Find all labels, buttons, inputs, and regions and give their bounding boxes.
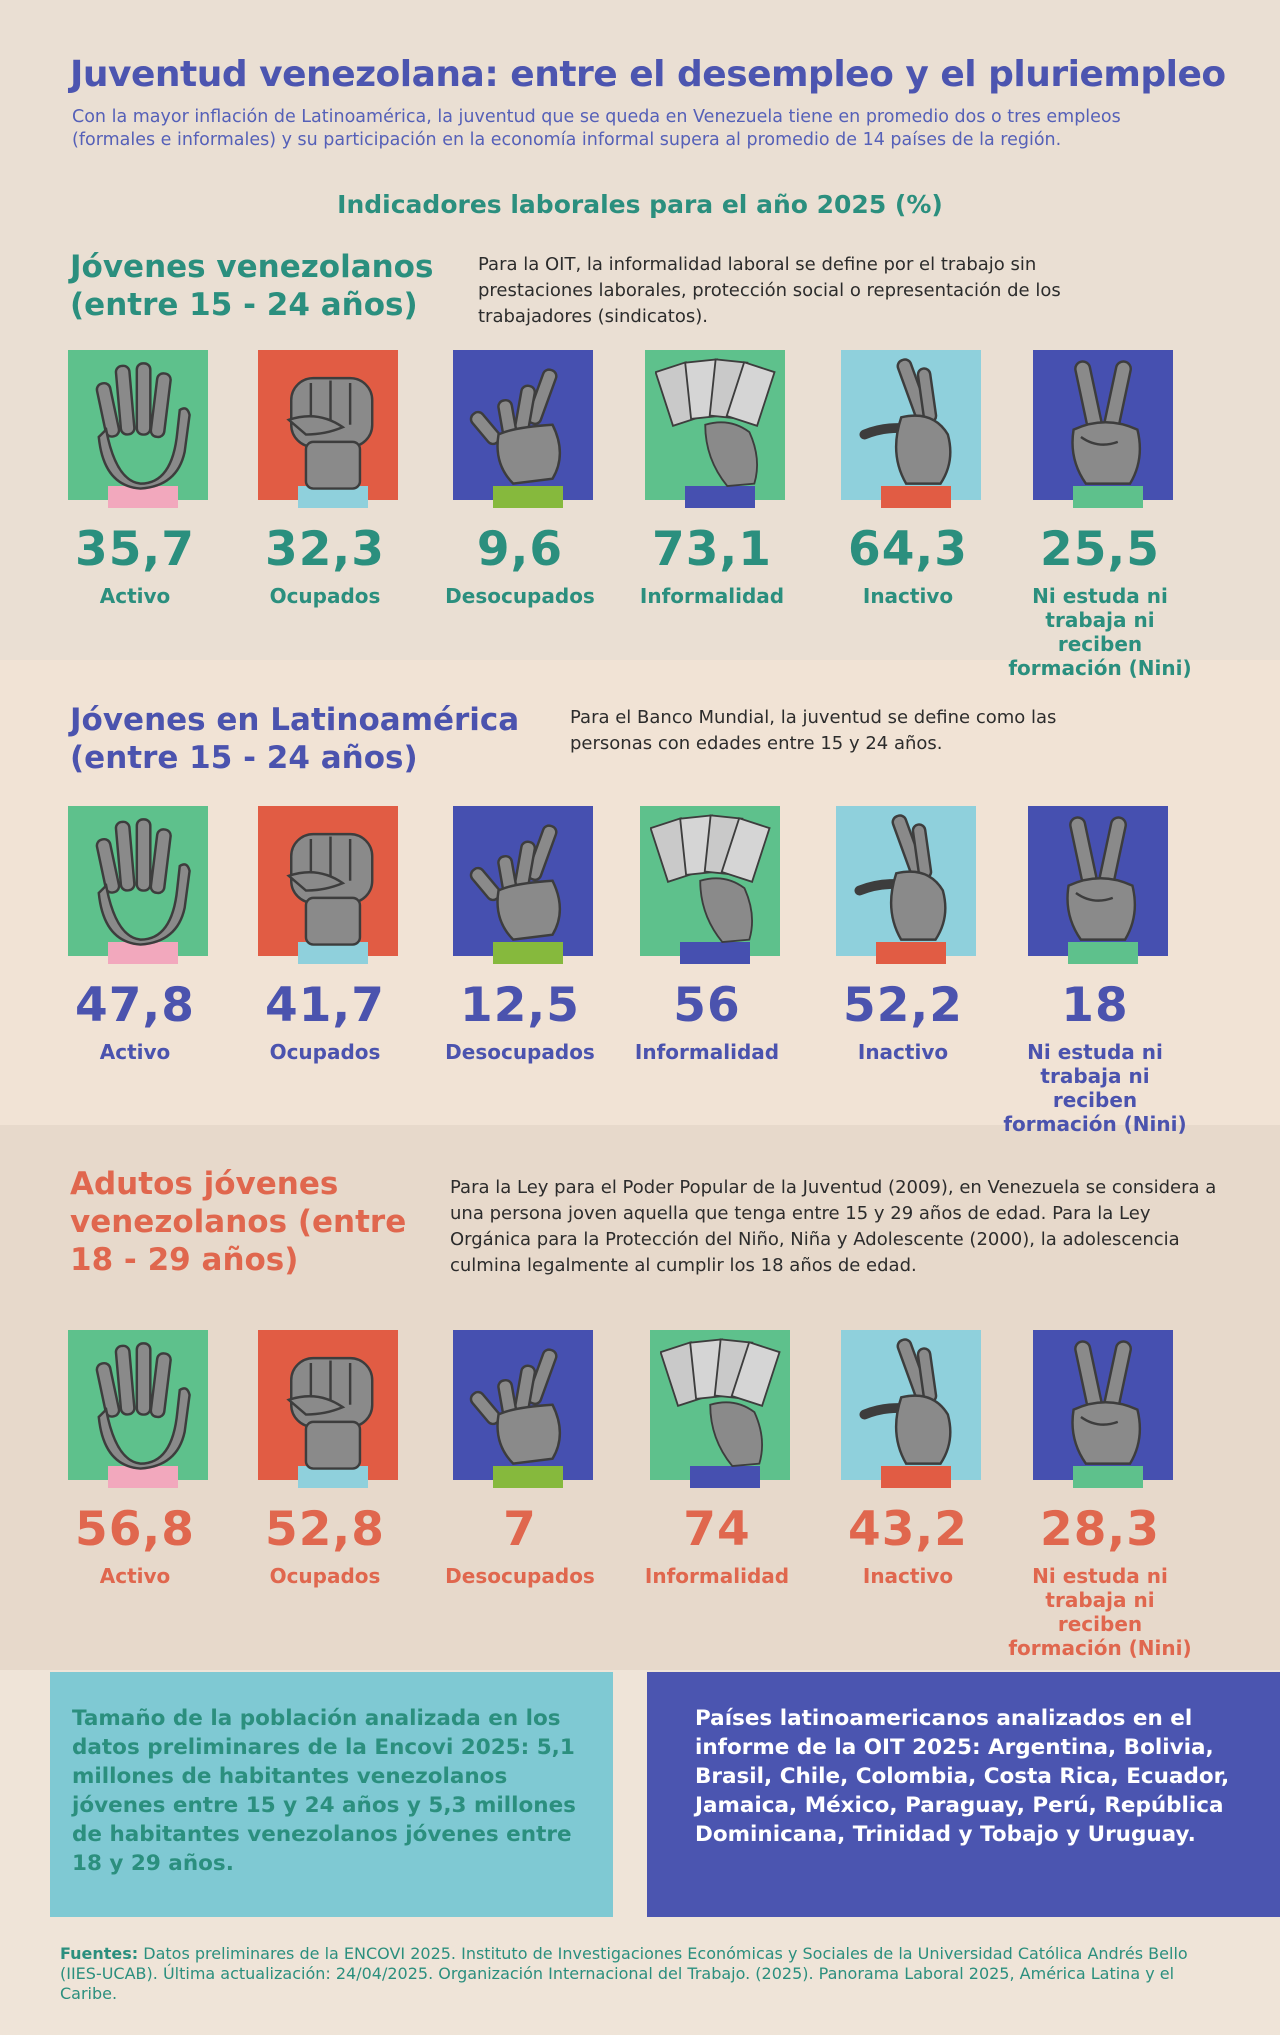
section-title-line: 18 - 29 años) [70,1242,299,1278]
indicator-value: 56,8 [75,1502,195,1557]
reaching-hand-icon [463,1336,588,1471]
indicator-label: Desocupados [445,1564,595,1588]
indicator-value: 7 [503,1502,537,1557]
sleeve-cuff [1073,1466,1143,1488]
indicator-value: 56 [673,978,741,1033]
sleeve-cuff [298,486,368,508]
fist-icon [268,812,393,947]
sleeve-cuff [881,486,951,508]
indicator-label: Ni estuda ni trabaja ni reciben formació… [1008,584,1192,680]
peace-hand-icon [1043,356,1168,491]
section-note: Para la OIT, la informalidad laboral se … [478,254,1061,327]
peace-hand-icon [1043,1336,1168,1471]
section-note: Para la Ley para el Poder Popular de la … [450,1177,1217,1276]
section-title: Jóvenes en Latinoamérica (entre 15 - 24 … [70,701,519,777]
indicator-label: Ocupados [269,584,381,608]
indicator-value: 64,3 [848,522,968,577]
indicator-value: 18 [1061,978,1129,1033]
money-hand-icon [659,1336,785,1471]
indicator-label: Activo [99,584,171,608]
population-info-text: Tamaño de la población analizada en los … [72,1706,576,1876]
sources-text: Datos preliminares de la ENCOVI 2025. In… [60,1944,1188,2003]
indicator-label: Activo [99,1040,171,1064]
section-title-line: venezolanos (entre [70,1204,407,1240]
indicator-label: Inactivo [857,1040,949,1064]
sources-note: Fuentes: Datos preliminares de la ENCOVI… [60,1944,1220,2004]
sleeve-cuff [493,1466,563,1488]
open-hand-icon [78,1336,203,1471]
money-hand-icon [654,356,780,491]
sleeve-cuff [690,1466,760,1488]
indicator-label: Inactivo [862,584,954,608]
countries-info-text: Países latinoamericanos analizados en el… [695,1706,1230,1847]
reaching-hand-icon [463,356,588,491]
sleeve-cuff [685,486,755,508]
sleeve-cuff [108,486,178,508]
fist-icon [268,1336,393,1471]
indicator-value: 9,6 [476,522,564,577]
indicator-label: Desocupados [445,584,595,608]
money-hand-icon [649,812,775,947]
section-title-line: Adutos jóvenes [70,1166,339,1202]
indicator-label: Activo [99,1564,171,1588]
section-title: Adutos jóvenes venezolanos (entre 18 - 2… [70,1165,406,1279]
indicator-value: 41,7 [265,978,385,1033]
indicator-value: 35,7 [75,522,195,577]
indicator-label: Desocupados [445,1040,595,1064]
section-title-line: Jóvenes venezolanos [70,249,434,285]
section-note: Para el Banco Mundial, la juventud se de… [570,707,1057,754]
section-band-venezuela [0,0,1280,660]
sleeve-cuff [298,1466,368,1488]
indicator-value: 52,2 [843,978,963,1033]
indicator-label: Ocupados [269,1040,381,1064]
indicator-label: Informalidad [639,584,785,608]
population-info-box: Tamaño de la población analizada en los … [50,1672,613,1917]
reaching-hand-icon [463,812,588,947]
indicator-label: Ni estuda ni trabaja ni reciben formació… [1008,1564,1192,1660]
indicator-value: 28,3 [1040,1502,1160,1557]
indicator-label: Ni estuda ni trabaja ni reciben formació… [1003,1040,1187,1136]
peace-hand-icon [1038,812,1163,947]
indicator-label: Informalidad [634,1040,780,1064]
sleeve-cuff [493,486,563,508]
sleeve-cuff [680,942,750,964]
indicator-value: 25,5 [1040,522,1160,577]
indicator-value: 47,8 [75,978,195,1033]
open-hand-icon [78,812,203,947]
indicators-title: Indicadores laborales para el año 2025 (… [337,190,943,219]
indicator-value: 74 [683,1502,751,1557]
pinch-hand-icon [851,1336,976,1471]
indicator-value: 32,3 [265,522,385,577]
section-title: Jóvenes venezolanos (entre 15 - 24 años) [70,248,433,324]
sleeve-cuff [1068,942,1138,964]
indicator-value: 73,1 [652,522,772,577]
indicator-label: Informalidad [644,1564,790,1588]
sleeve-cuff [108,942,178,964]
section-title-line: (entre 15 - 24 años) [70,287,418,323]
sources-label: Fuentes: [60,1944,139,1963]
countries-info-box: Países latinoamericanos analizados en el… [647,1672,1280,1917]
indicator-label: Inactivo [862,1564,954,1588]
pinch-hand-icon [846,812,971,947]
sleeve-cuff [881,1466,951,1488]
sleeve-cuff [108,1466,178,1488]
page-title: Juventud venezolana: entre el desempleo … [70,54,1226,95]
indicator-value: 43,2 [848,1502,968,1557]
sleeve-cuff [1073,486,1143,508]
pinch-hand-icon [851,356,976,491]
indicator-value: 52,8 [265,1502,385,1557]
open-hand-icon [78,356,203,491]
sleeve-cuff [298,942,368,964]
page-subtitle: Con la mayor inflación de Latinoamérica,… [72,107,1121,150]
fist-icon [268,356,393,491]
sleeve-cuff [876,942,946,964]
section-title-line: Jóvenes en Latinoamérica [70,702,520,738]
sleeve-cuff [493,942,563,964]
indicator-value: 12,5 [460,978,580,1033]
section-title-line: (entre 15 - 24 años) [70,740,418,776]
indicator-label: Ocupados [269,1564,381,1588]
